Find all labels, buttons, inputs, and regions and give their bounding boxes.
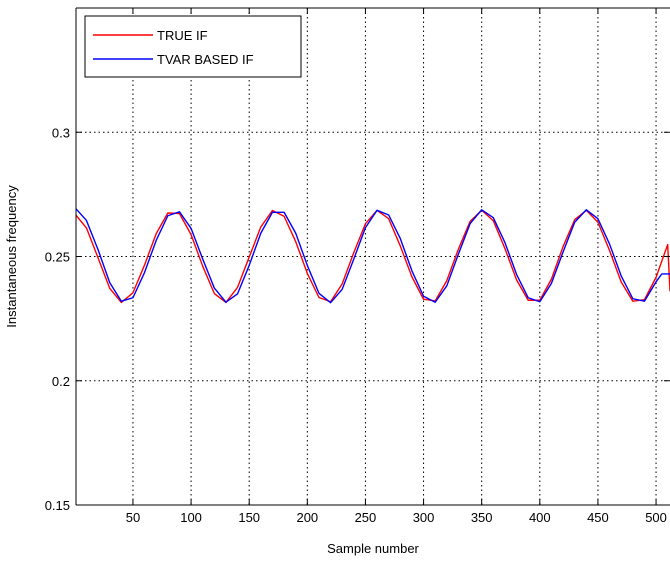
grid bbox=[76, 8, 670, 505]
y-tick-label: 0.25 bbox=[45, 250, 70, 265]
x-tick-label: 250 bbox=[355, 510, 377, 525]
legend-label-2: TVAR BASED IF bbox=[157, 52, 254, 67]
legend-box bbox=[84, 15, 302, 78]
y-tick-label: 0.15 bbox=[45, 498, 70, 513]
x-tick-label: 100 bbox=[180, 510, 202, 525]
axes bbox=[75, 7, 670, 506]
x-tick-label: 450 bbox=[587, 510, 609, 525]
x-tick-label: 400 bbox=[529, 510, 551, 525]
x-axis-label: Sample number bbox=[327, 541, 419, 556]
y-tick-label: 0.3 bbox=[52, 125, 70, 140]
y-tick-label: 0.2 bbox=[52, 374, 70, 389]
x-tick-label: 500 bbox=[645, 510, 667, 525]
y-axis-label: Instantaneous frequency bbox=[4, 185, 19, 328]
x-tick-label: 350 bbox=[471, 510, 493, 525]
legend-label-1: TRUE IF bbox=[157, 28, 208, 43]
x-tick-label: 300 bbox=[413, 510, 435, 525]
tick-labels: 50 100 150 200 250 300 350 400 450 500 0.15 0.2 0.25… bbox=[45, 125, 667, 525]
series-layer bbox=[75, 208, 670, 304]
series-line-2 bbox=[75, 208, 670, 304]
legend: TRUE IF TVAR BASED IF bbox=[84, 15, 302, 78]
x-tick-label: 50 bbox=[126, 510, 140, 525]
x-tick-label: 200 bbox=[296, 510, 318, 525]
x-tick-label: 150 bbox=[238, 510, 260, 525]
